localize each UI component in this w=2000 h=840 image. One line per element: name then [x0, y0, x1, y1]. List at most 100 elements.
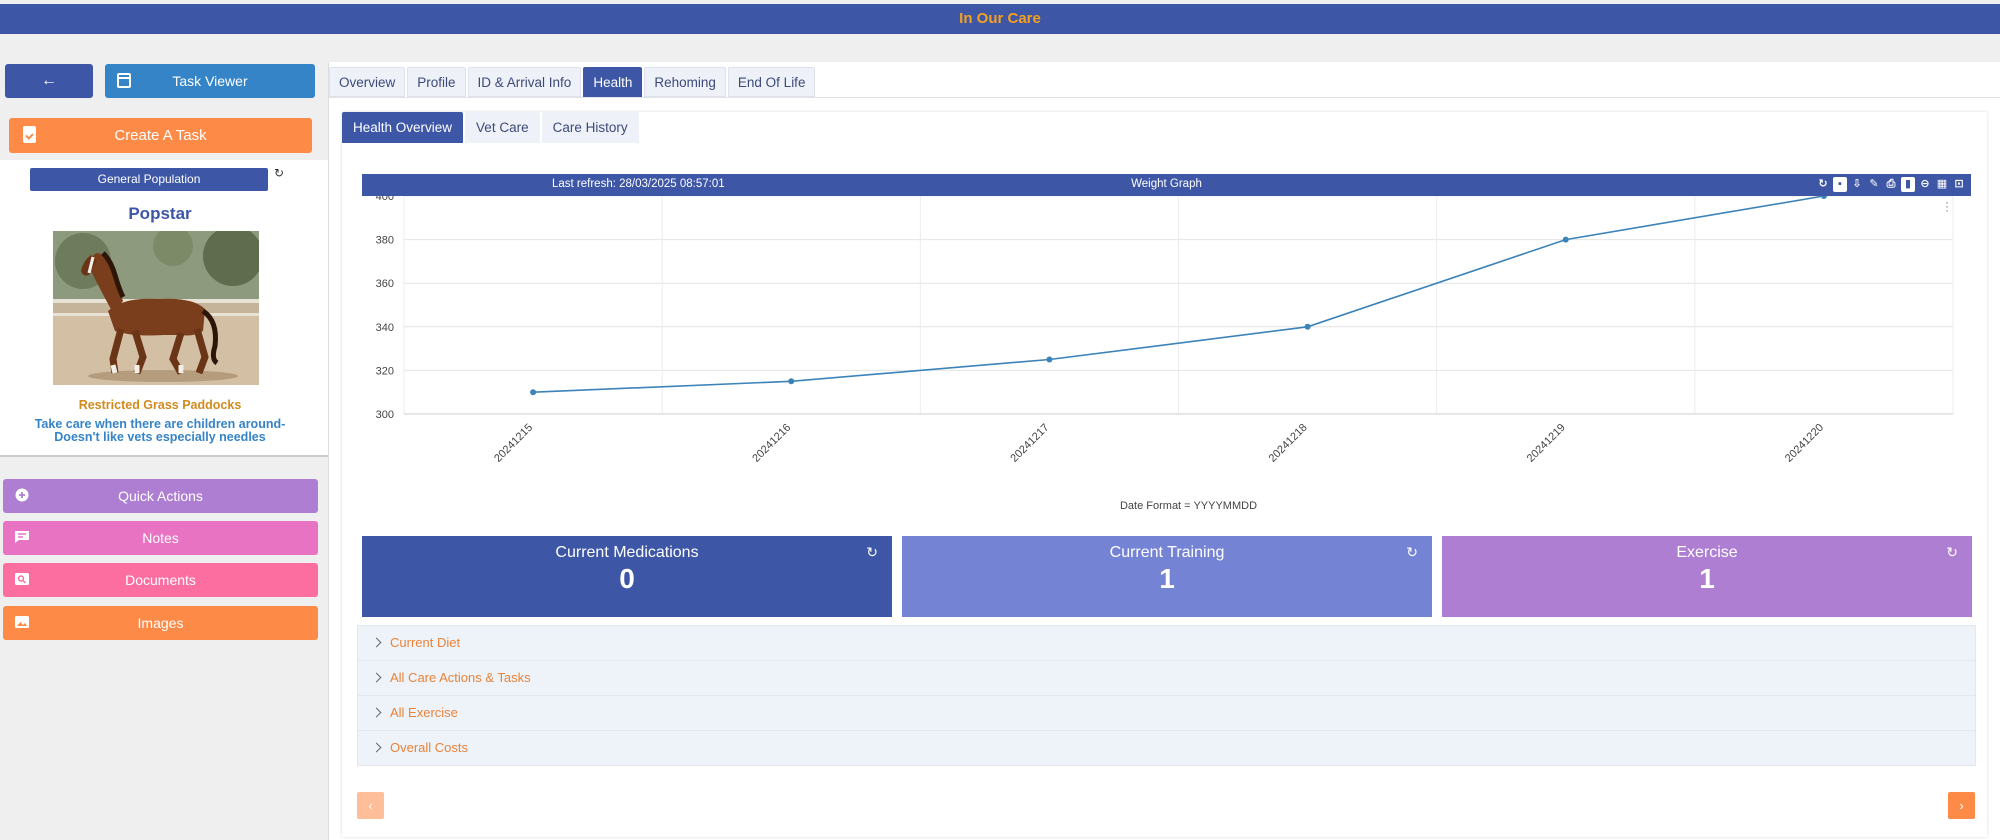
- stat-label: Exercise: [1676, 544, 1738, 561]
- tab-divider: [329, 97, 2000, 98]
- population-badge: General Population: [30, 168, 268, 191]
- chevron-right-icon: [371, 707, 382, 718]
- notes-icon: [15, 531, 29, 543]
- current-medications-card[interactable]: Current Medications 0 ↻: [362, 536, 892, 617]
- next-button[interactable]: ›: [1948, 792, 1975, 819]
- calendar-icon: [117, 73, 131, 88]
- back-button[interactable]: ←: [5, 64, 93, 98]
- x-tick-label: 20241218: [1267, 422, 1310, 465]
- tab-health-overview[interactable]: Health Overview: [342, 112, 464, 143]
- create-task-label: Create A Task: [114, 127, 207, 144]
- chart-toolbar: ↻ ▪ ⇩ ✎ ⎙ ▮ ⊖ ▦ ⊡: [1816, 177, 1966, 192]
- y-tick-label: 340: [376, 322, 394, 334]
- tab-overview[interactable]: Overview: [329, 67, 406, 97]
- refresh-icon[interactable]: ↻: [1946, 544, 1958, 560]
- documents-label: Documents: [125, 572, 196, 588]
- data-point: [1562, 236, 1569, 243]
- x-axis-label: Date Format = YYYYMMDD: [1120, 500, 1257, 512]
- x-tick-label: 20241215: [492, 422, 535, 465]
- chevron-right-icon: [371, 637, 382, 648]
- tab-care-history[interactable]: Care History: [541, 112, 639, 143]
- data-point: [530, 389, 537, 396]
- image-icon: [15, 616, 29, 628]
- app-title: In Our Care: [959, 10, 1041, 27]
- refresh-icon[interactable]: ↻: [1406, 544, 1418, 560]
- data-point: [1046, 356, 1053, 363]
- animal-profile-card: General Population ↻ Popstar: [0, 160, 328, 457]
- create-task-button[interactable]: Create A Task: [9, 118, 312, 153]
- chart-title: Weight Graph: [1131, 178, 1202, 190]
- sidebar: ← Task Viewer Create A Task General Popu…: [0, 62, 328, 840]
- plus-circle-icon: [15, 488, 29, 502]
- refresh-icon[interactable]: ↻: [866, 544, 878, 560]
- notes-button[interactable]: Notes: [3, 521, 318, 555]
- stat-label: Current Medications: [555, 544, 699, 561]
- task-viewer-button[interactable]: Task Viewer: [105, 64, 315, 98]
- images-label: Images: [137, 615, 184, 631]
- print-icon[interactable]: ⎙: [1886, 178, 1896, 190]
- last-refresh-label: Last refresh: 28/03/2025 08:57:01: [552, 178, 725, 190]
- edit-icon[interactable]: ✎: [1869, 178, 1879, 190]
- x-tick-label: 20241216: [750, 422, 793, 465]
- current-training-card[interactable]: Current Training 1 ↻: [902, 536, 1432, 617]
- refresh-icon[interactable]: ↻: [1818, 178, 1828, 190]
- tab-id-arrival-info[interactable]: ID & Arrival Info: [467, 67, 582, 97]
- chevron-right-icon: [371, 672, 382, 683]
- stat-value: 1: [1159, 563, 1175, 594]
- main-tabs: Overview Profile ID & Arrival Info Healt…: [329, 67, 817, 97]
- care-note-line: Doesn't like vets especially needles: [54, 430, 266, 444]
- x-tick-label: 20241217: [1008, 422, 1051, 465]
- documents-button[interactable]: Documents: [3, 563, 318, 597]
- y-tick-label: 320: [376, 365, 394, 377]
- tab-vet-care[interactable]: Vet Care: [465, 112, 540, 143]
- accordion-all-exercise[interactable]: All Exercise: [357, 695, 1976, 731]
- accordion-all-care-actions[interactable]: All Care Actions & Tasks: [357, 660, 1976, 696]
- series-line: [533, 196, 1825, 393]
- tab-health[interactable]: Health: [583, 67, 643, 97]
- notes-label: Notes: [142, 530, 179, 546]
- y-tick-label: 360: [376, 278, 394, 290]
- bar-chart-icon[interactable]: ▮: [1901, 177, 1915, 192]
- animal-photo: [53, 231, 259, 385]
- stat-value: 0: [619, 563, 635, 594]
- more-options-icon[interactable]: · · ·: [1945, 195, 1949, 217]
- tab-end-of-life[interactable]: End Of Life: [727, 67, 816, 97]
- health-sub-tabs: Health Overview Vet Care Care History: [342, 112, 641, 143]
- accordion-label: All Care Actions & Tasks: [390, 670, 531, 685]
- animal-care-notes: Take care when there are children around…: [0, 418, 320, 444]
- refresh-icon[interactable]: ↻: [274, 166, 285, 180]
- download-icon[interactable]: ⇩: [1852, 178, 1862, 190]
- animal-name: Popstar: [128, 204, 192, 223]
- tab-profile[interactable]: Profile: [407, 67, 466, 97]
- stat-value: 1: [1699, 563, 1715, 594]
- care-note-line: Take care when there are children around…: [34, 417, 286, 431]
- health-panel: Health Overview Vet Care Care History La…: [342, 112, 1987, 837]
- app-header: In Our Care: [0, 4, 2000, 34]
- image-export-icon[interactable]: ▪: [1833, 177, 1847, 192]
- file-check-icon: [23, 126, 36, 143]
- weight-chart: 300 320 340 360 380 400 20241215 20241216 202412…: [362, 196, 1971, 526]
- accordion-current-diet[interactable]: Current Diet: [357, 625, 1976, 661]
- table-icon[interactable]: ▦: [1936, 178, 1948, 190]
- previous-button[interactable]: ‹: [357, 792, 384, 819]
- fullscreen-icon[interactable]: ⊡: [1954, 178, 1964, 190]
- data-point: [1304, 323, 1311, 330]
- document-search-icon: [15, 573, 29, 585]
- location-label: Restricted Grass Paddocks: [78, 398, 242, 412]
- zoom-out-icon[interactable]: ⊖: [1920, 178, 1930, 190]
- x-tick-label: 20241220: [1783, 422, 1826, 465]
- arrow-left-icon: ←: [41, 72, 57, 89]
- y-tick-label: 400: [376, 196, 394, 203]
- y-tick-label: 380: [376, 235, 394, 247]
- health-accordion: Current Diet All Care Actions & Tasks Al…: [357, 625, 1976, 766]
- tab-rehoming[interactable]: Rehoming: [644, 67, 726, 97]
- data-point: [1820, 196, 1827, 199]
- images-button[interactable]: Images: [3, 606, 318, 640]
- accordion-overall-costs[interactable]: Overall Costs: [357, 730, 1976, 766]
- accordion-label: All Exercise: [390, 705, 458, 720]
- quick-actions-button[interactable]: Quick Actions: [3, 479, 318, 513]
- exercise-card[interactable]: Exercise 1 ↻: [1442, 536, 1972, 617]
- stat-label: Current Training: [1109, 544, 1225, 561]
- chart-header: Last refresh: 28/03/2025 08:57:01 Weight…: [362, 174, 1971, 196]
- quick-actions-label: Quick Actions: [118, 488, 203, 504]
